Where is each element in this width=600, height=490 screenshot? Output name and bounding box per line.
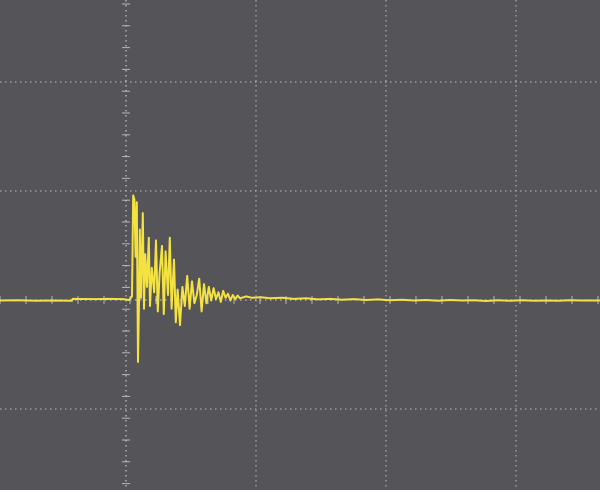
signal-trace: [0, 194, 600, 363]
